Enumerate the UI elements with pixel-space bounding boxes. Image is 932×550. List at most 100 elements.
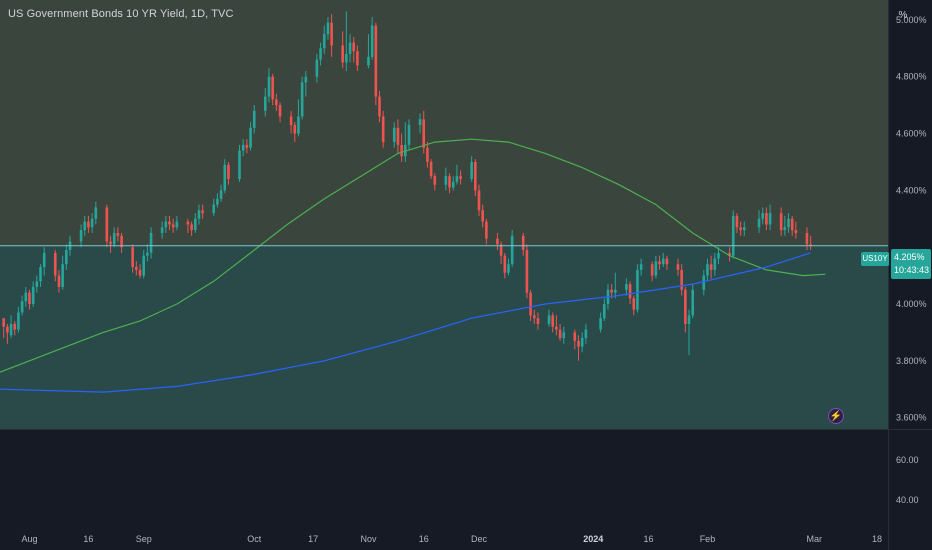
time-axis[interactable]: Aug 16 Sep Oct 17 Nov 16 Dec 2024 16 Feb Mar 18 [21,534,881,544]
candle-body [562,332,566,339]
candle [433,173,437,191]
y-tick-label: 4.800% [896,72,927,82]
candle-body [510,235,514,265]
candle-body [731,215,735,256]
candle-body [676,264,680,270]
candle-body [116,232,120,236]
candle [57,269,61,293]
candle-body [779,213,783,231]
candle [676,258,680,276]
x-tick-label: Aug [21,534,37,544]
lightning-icon[interactable]: ⚡ [828,408,844,424]
percent-unit-button[interactable]: % [898,9,908,21]
candle [525,244,529,299]
candle-body [521,235,525,251]
candle-body [319,48,322,60]
candle [731,210,735,259]
candle [79,224,83,248]
candle-body [263,96,267,111]
candle [271,73,274,106]
candle-body [532,315,536,319]
candle-body [558,329,562,339]
candle [787,213,790,233]
price-axis[interactable]: 5.000% 4.800% 4.600% 4.400% 4.000% 3.800% 3.60… [896,15,927,423]
candle-body [61,264,64,287]
candle-body [24,292,28,302]
candle [658,255,661,270]
candle [24,286,28,307]
candle-body [39,267,42,282]
candle [496,232,499,251]
candle [761,207,765,225]
candle-body [293,125,297,134]
candle [149,227,153,259]
candle-body [79,230,83,242]
candle-body [223,164,227,191]
candle [614,272,617,299]
candle-body [28,292,31,304]
candle [94,201,98,225]
candle [790,215,794,236]
candle [555,315,558,336]
candle-body [13,323,17,330]
candle [216,193,219,208]
candle-body [330,22,333,46]
candle-body [400,144,403,157]
candle-body [197,210,201,219]
candle-body [761,213,765,219]
candle [252,105,256,134]
candle-body [370,25,374,57]
candle-body [547,315,551,324]
x-tick-label: Mar [807,534,823,544]
candle [193,213,197,233]
candle [459,170,462,185]
candle-body [9,323,13,336]
candle-body [709,264,713,270]
candle-body [636,269,639,310]
candle [573,329,577,350]
candle [742,221,746,236]
candle [757,210,761,233]
moving-averages [0,138,826,393]
candle [625,278,628,296]
candle-body [735,215,739,228]
candle-body [768,213,772,225]
candle [768,204,772,231]
indicator-tick-label: 60.00 [896,455,919,465]
candle-body [94,207,98,219]
candle [691,284,695,319]
candle [503,252,507,279]
candle-body [529,292,532,316]
candle [109,235,112,253]
candle-body [300,82,304,117]
candle [381,110,385,148]
candle [632,295,636,316]
candle [680,264,683,296]
candle-body [341,45,344,63]
ma-short-line [0,138,826,373]
candle [304,71,308,97]
candle-body [602,303,606,319]
candle-body [525,250,529,293]
candle-body [444,176,448,185]
x-tick-label: Nov [360,534,377,544]
candle [300,76,304,120]
candle-body [175,221,179,228]
candle-body [584,329,588,339]
indicator-axis[interactable]: 60.00 40.00 [896,455,919,505]
candle [293,122,297,143]
candle-body [639,264,643,270]
candle [713,252,717,276]
candle [223,159,227,194]
candle [289,110,293,134]
x-tick-label: 18 [872,534,882,544]
candle [783,215,787,236]
x-tick-label: Sep [136,534,152,544]
candle-body [765,213,768,225]
candle [65,244,68,270]
x-tick-label: 16 [83,534,93,544]
candle [142,250,146,279]
candle-body [245,144,249,148]
candle-body [131,247,134,268]
